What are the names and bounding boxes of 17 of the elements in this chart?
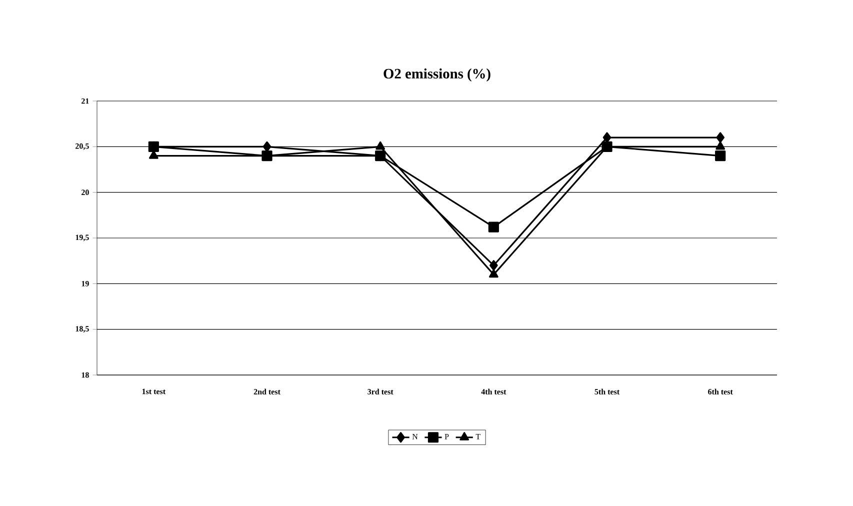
- x-tick-label: 6th test: [708, 388, 733, 394]
- legend-label: P: [444, 434, 449, 440]
- y-tick-label: 18: [82, 372, 89, 378]
- legend-label: N: [412, 434, 418, 440]
- x-tick-label: 2nd test: [254, 388, 280, 394]
- y-tick-label: 20: [82, 190, 89, 196]
- x-tick-label: 5th test: [594, 388, 620, 394]
- chart-title: O2 emissions (%): [384, 68, 490, 82]
- legend-label: T: [476, 434, 480, 440]
- y-tick-label: 19: [82, 280, 89, 286]
- y-tick-label: 18,5: [76, 326, 89, 333]
- y-tick-label: 20,5: [76, 143, 89, 150]
- x-tick-label: 1st test: [142, 388, 166, 394]
- y-tick-label: 19,5: [76, 234, 89, 242]
- y-tick-label: 21: [82, 98, 89, 104]
- x-tick-label: 4th test: [481, 388, 506, 394]
- x-tick-label: 3rd test: [368, 388, 394, 394]
